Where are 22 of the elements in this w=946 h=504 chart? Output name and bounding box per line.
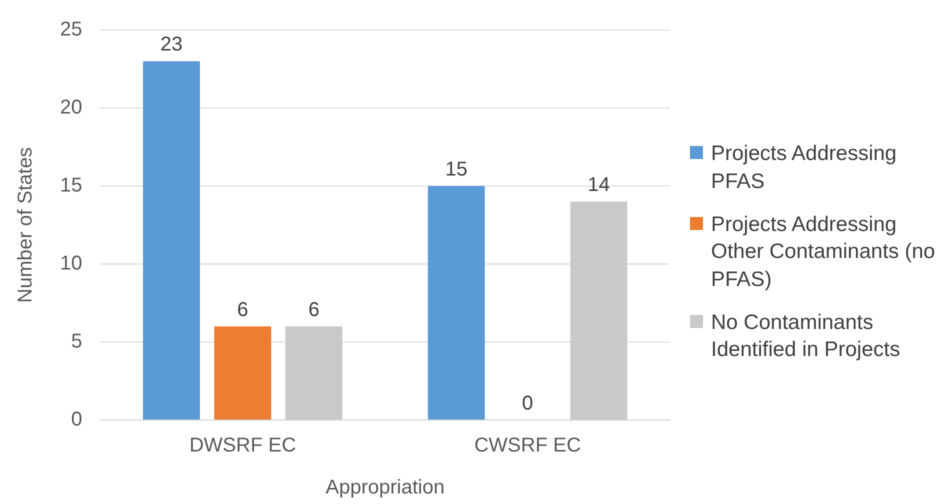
bar [428,186,485,420]
y-tick-label: 10 [60,252,82,275]
legend-label: Projects Addressing PFAS [711,141,898,195]
legend-label: No Contaminants Identified in Projects [711,310,902,364]
data-label: 14 [588,174,610,196]
data-label: 0 [522,392,534,415]
y-tick-label: 25 [60,18,82,41]
data-label: 23 [160,34,183,56]
data-label: 6 [308,298,320,321]
x-tick-label: DWSRF EC [189,434,296,457]
legend-label: Projects Addressing Other Contaminants (no PFAS) [711,212,936,293]
y-tick-label: 15 [60,174,82,197]
y-tick-label: 0 [71,408,82,431]
y-axis-title: Number of States [14,147,37,303]
data-label: 6 [237,298,248,321]
bar [214,326,272,420]
bar [142,61,200,420]
y-tick-label: 20 [60,96,82,119]
x-axis-title: Appropriation [326,476,445,499]
data-label: 15 [445,158,468,181]
x-tick-label: CWSRF EC [474,434,581,457]
y-tick-label: 5 [71,330,82,353]
